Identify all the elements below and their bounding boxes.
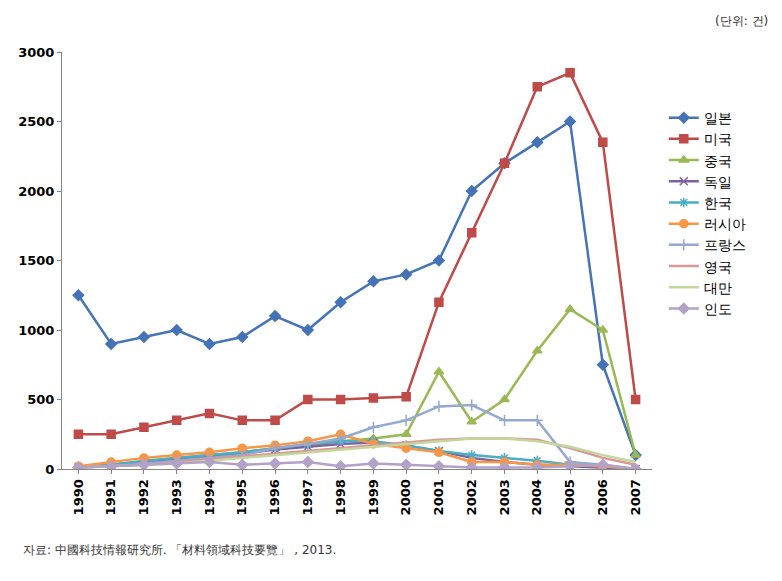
svg-text:2000: 2000 xyxy=(18,184,54,199)
svg-text:자료: 中國科技情報研究所. 「材料領域科技要覽」 , 20: 자료: 中國科技情報研究所. 「材料領域科技要覽」 , 2013. xyxy=(23,543,336,557)
svg-text:2003: 2003 xyxy=(497,479,512,515)
svg-text:1993: 1993 xyxy=(169,479,184,515)
svg-text:2002: 2002 xyxy=(464,479,479,515)
svg-text:1999: 1999 xyxy=(366,479,381,515)
svg-text:1990: 1990 xyxy=(71,479,86,515)
svg-text:2006: 2006 xyxy=(595,479,610,515)
svg-text:미국: 미국 xyxy=(704,131,732,147)
svg-text:인도: 인도 xyxy=(704,301,732,317)
svg-text:프랑스: 프랑스 xyxy=(704,237,746,253)
svg-text:2001: 2001 xyxy=(431,479,446,515)
svg-text:1992: 1992 xyxy=(136,479,151,515)
svg-text:(단위: 건): (단위: 건) xyxy=(715,14,768,28)
svg-text:0: 0 xyxy=(45,462,54,477)
svg-text:1995: 1995 xyxy=(235,479,250,515)
svg-text:2007: 2007 xyxy=(628,479,643,515)
svg-text:1000: 1000 xyxy=(18,323,54,338)
svg-text:3000: 3000 xyxy=(18,45,54,60)
svg-text:일본: 일본 xyxy=(704,110,732,126)
svg-text:중국: 중국 xyxy=(704,153,732,169)
svg-text:2500: 2500 xyxy=(18,114,54,129)
svg-text:1996: 1996 xyxy=(267,479,282,515)
svg-text:1998: 1998 xyxy=(333,479,348,515)
svg-text:1991: 1991 xyxy=(103,479,118,515)
svg-text:영국: 영국 xyxy=(704,259,732,275)
svg-text:1997: 1997 xyxy=(300,479,315,515)
svg-text:1500: 1500 xyxy=(18,253,54,268)
svg-text:한국: 한국 xyxy=(704,195,732,211)
svg-text:러시아: 러시아 xyxy=(704,216,746,232)
svg-text:500: 500 xyxy=(27,392,54,407)
svg-text:2004: 2004 xyxy=(530,479,545,515)
svg-text:대만: 대만 xyxy=(704,280,732,296)
svg-text:1994: 1994 xyxy=(202,479,217,515)
svg-text:독일: 독일 xyxy=(704,174,732,190)
svg-text:2000: 2000 xyxy=(398,479,413,515)
svg-text:2005: 2005 xyxy=(562,479,577,515)
